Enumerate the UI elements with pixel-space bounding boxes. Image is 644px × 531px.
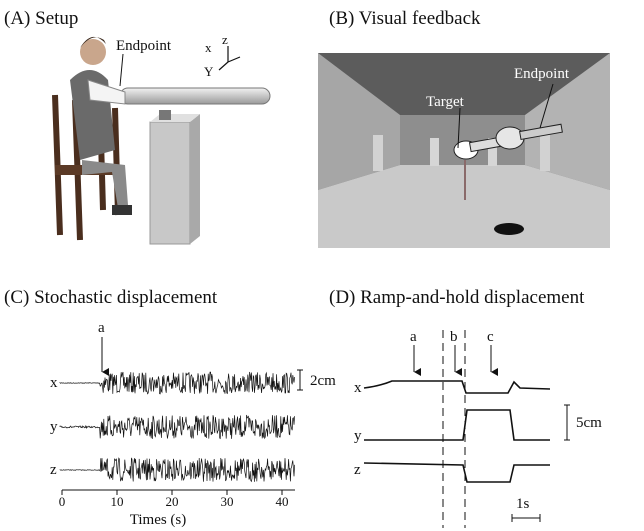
marker-label: a (98, 320, 105, 336)
trace-label: y (50, 419, 58, 435)
trace (59, 414, 295, 440)
axis-label: Y (204, 64, 214, 79)
trace (364, 409, 550, 441)
axis-label: z (222, 32, 228, 47)
trace-label: z (50, 462, 57, 478)
x-tick-label: 30 (221, 494, 234, 509)
panel-label: (C) Stochastic displacement (4, 287, 218, 308)
scale-bar (564, 404, 570, 441)
trace-label: z (354, 462, 361, 478)
x-tick-label: 20 (166, 494, 179, 509)
setup-illustration (52, 36, 271, 245)
annotation: Endpoint (514, 66, 570, 82)
trace (363, 462, 550, 483)
x-tick-label: 40 (276, 494, 289, 509)
annotation: Target (426, 94, 465, 110)
annotation: Endpoint (116, 38, 172, 54)
panel-label: (B) Visual feedback (329, 8, 481, 29)
x-axis-label: Times (s) (130, 512, 187, 528)
x-ticks: 0 10 20 30 40 (59, 490, 289, 509)
trace (59, 371, 295, 395)
x-tick-label: 0 (59, 494, 66, 509)
trace (363, 380, 551, 394)
scale-label: 2cm (310, 373, 336, 389)
axis-label: x (205, 40, 212, 55)
marker-label: a (410, 329, 417, 345)
scale-label: 1s (516, 496, 530, 512)
scale-bar (511, 514, 541, 522)
marker-label: c (487, 329, 494, 345)
trace (59, 457, 295, 483)
scale-label: 5cm (576, 415, 602, 431)
x-tick-label: 10 (111, 494, 124, 509)
panel-label: (A) Setup (4, 8, 78, 29)
traces (59, 371, 295, 483)
scale-bar (297, 369, 303, 391)
trace-label: x (50, 375, 58, 391)
marker-label: b (450, 329, 458, 345)
trace-label: x (354, 380, 362, 396)
trace-label: y (354, 428, 362, 444)
feedback-scene (318, 53, 610, 248)
panel-label: (D) Ramp-and-hold displacement (329, 287, 585, 308)
